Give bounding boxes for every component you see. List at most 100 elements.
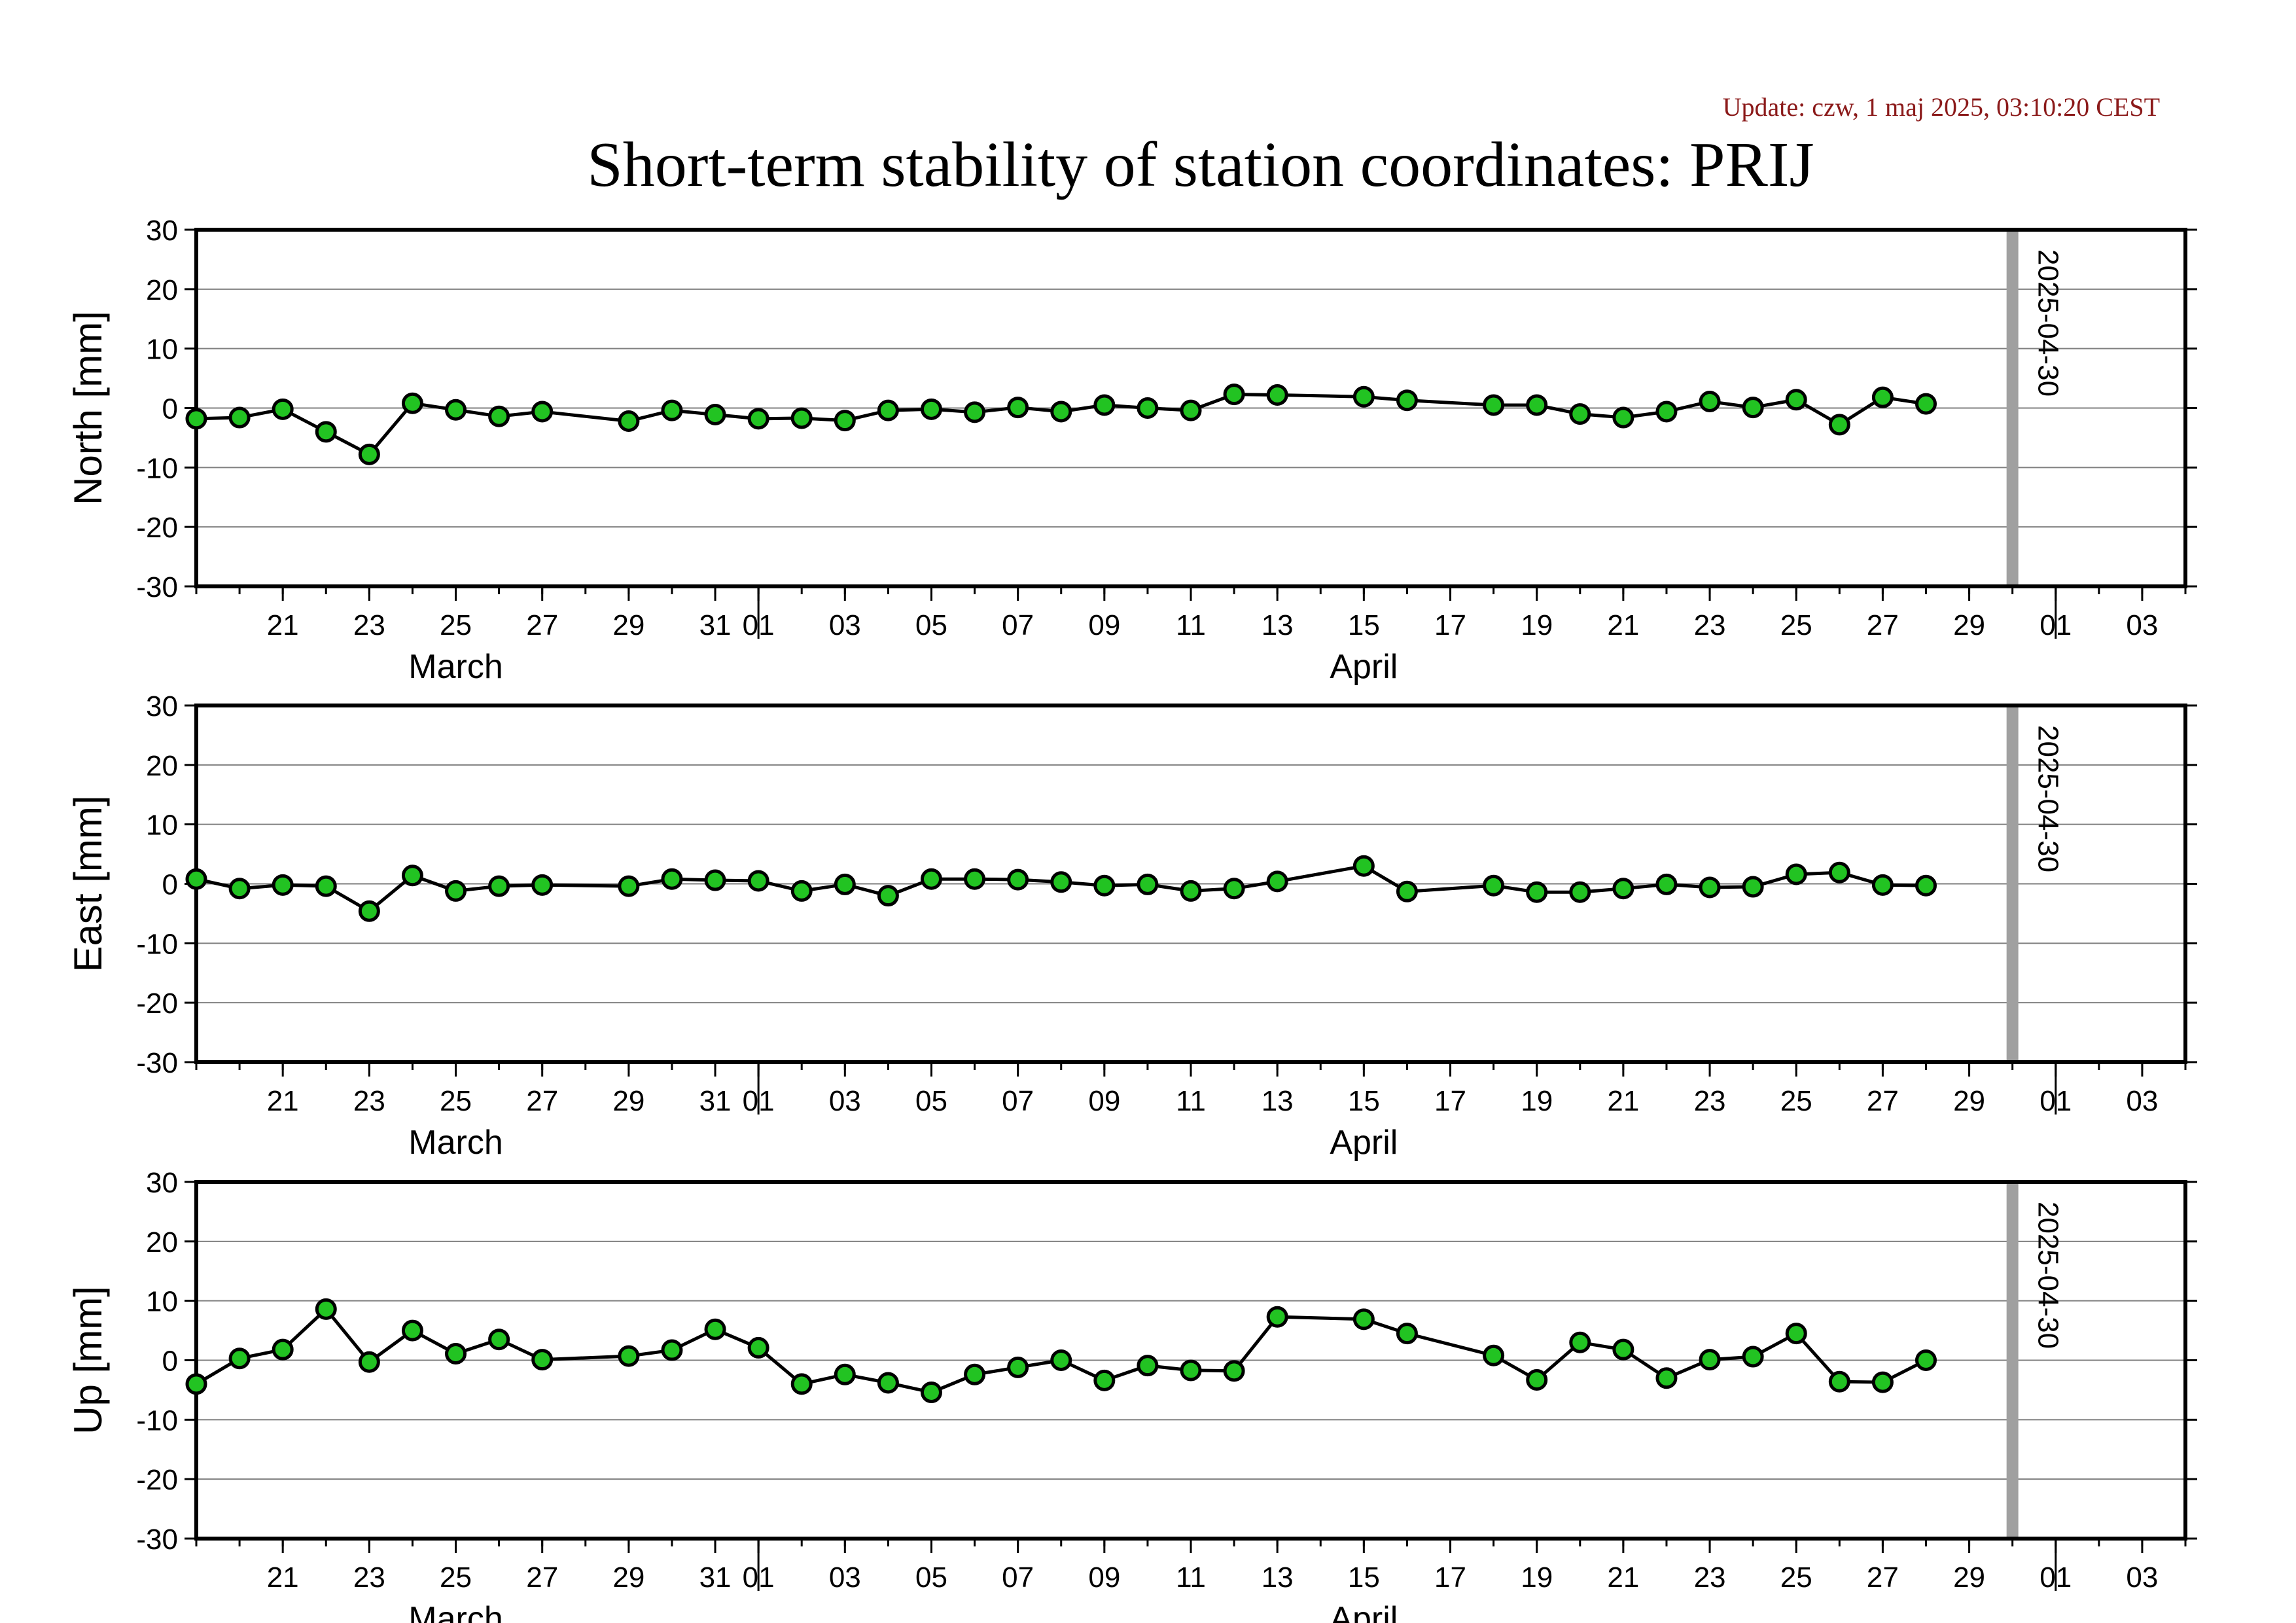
- x-tick-label: 13: [1262, 1085, 1294, 1117]
- y-tick-label: -30: [136, 1047, 178, 1079]
- x-tick-label: 11: [1176, 1085, 1206, 1117]
- x-tick-label: 25: [440, 609, 472, 641]
- x-tick-label: 21: [267, 609, 299, 641]
- data-point: [1093, 1369, 1116, 1391]
- data-point: [920, 868, 942, 890]
- data-point: [1050, 401, 1072, 423]
- data-point: [445, 880, 467, 902]
- x-tick-label: 15: [1348, 1085, 1380, 1117]
- data-point: [445, 399, 467, 421]
- x-tick-label: 31: [699, 1085, 732, 1117]
- data-point: [834, 410, 856, 432]
- x-tick-label: 09: [1088, 1085, 1120, 1117]
- data-point: [618, 875, 640, 897]
- data-point: [1569, 1331, 1591, 1353]
- x-tick-label: 21: [267, 1561, 299, 1594]
- data-point: [1180, 399, 1202, 421]
- data-point: [358, 900, 380, 922]
- x-tick-label: 23: [1694, 609, 1726, 641]
- data-point: [1266, 384, 1288, 406]
- data-point: [1785, 1323, 1807, 1345]
- data-point: [964, 1363, 986, 1385]
- data-point: [1655, 1367, 1678, 1389]
- x-tick-label: 05: [915, 1085, 947, 1117]
- data-point: [1526, 1368, 1548, 1391]
- data-point: [1785, 389, 1807, 411]
- x-tick-label: 13: [1262, 1561, 1294, 1594]
- data-point: [1915, 874, 1937, 897]
- data-point: [358, 1351, 380, 1373]
- y-tick-label: 0: [162, 869, 178, 901]
- x-tick-label: 23: [353, 609, 385, 641]
- month-label: April: [1330, 648, 1398, 686]
- y-tick-label: -20: [136, 988, 178, 1020]
- data-point: [1612, 406, 1634, 429]
- x-tick-label: 27: [526, 1561, 558, 1594]
- data-point: [1396, 389, 1418, 412]
- data-point: [1655, 401, 1678, 423]
- data-point: [661, 1339, 683, 1361]
- data-point: [661, 399, 683, 421]
- x-tick-label: 29: [1953, 1561, 1985, 1594]
- data-point: [531, 874, 554, 896]
- x-tick-label: 23: [353, 1085, 385, 1117]
- x-tick-label: 25: [1780, 1561, 1812, 1594]
- data-point: [315, 875, 337, 897]
- y-tick-label: -10: [136, 452, 178, 484]
- x-tick-label: 29: [1953, 609, 1985, 641]
- y-tick-label: 20: [146, 750, 178, 782]
- month-label: March: [408, 1124, 503, 1162]
- x-tick-label: 25: [440, 1561, 472, 1594]
- data-point: [1526, 881, 1548, 903]
- x-tick-label: 19: [1521, 609, 1553, 641]
- data-point: [531, 1349, 554, 1371]
- y-tick-label: -20: [136, 1464, 178, 1496]
- x-tick-label: 25: [1780, 609, 1812, 641]
- data-point: [1093, 874, 1116, 897]
- data-point: [488, 875, 510, 897]
- x-tick-label: 07: [1002, 609, 1034, 641]
- data-point: [1569, 403, 1591, 425]
- data-point: [1699, 876, 1721, 899]
- chart-title: Short-term stability of station coordina…: [587, 130, 1814, 200]
- x-tick-label: 31: [699, 609, 732, 641]
- data-point: [358, 443, 380, 465]
- x-tick-label: 31: [699, 1561, 732, 1594]
- y-tick-label: 20: [146, 274, 178, 306]
- data-point: [1915, 393, 1937, 415]
- y-axis-label: Up [mm]: [66, 1286, 110, 1435]
- x-tick-label: 07: [1002, 1085, 1034, 1117]
- data-point: [1137, 397, 1159, 419]
- current-date-label: 2025-04-30: [2032, 249, 2064, 397]
- x-tick-label: 25: [440, 1085, 472, 1117]
- data-point: [747, 1336, 769, 1359]
- data-point: [1483, 874, 1505, 897]
- y-tick-label: 0: [162, 1346, 178, 1378]
- current-date-label: 2025-04-30: [2032, 725, 2064, 872]
- data-point: [704, 403, 726, 425]
- data-point: [185, 868, 207, 890]
- data-point: [1828, 1370, 1850, 1393]
- x-tick-label: 03: [829, 609, 861, 641]
- data-point: [1828, 414, 1850, 436]
- data-point: [1612, 878, 1634, 900]
- x-tick-label: 29: [612, 1085, 645, 1117]
- x-tick-label: 23: [1694, 1085, 1726, 1117]
- data-point: [1742, 1346, 1764, 1368]
- data-point: [1352, 385, 1375, 408]
- x-tick-label: 19: [1521, 1561, 1553, 1594]
- data-point: [272, 398, 294, 420]
- current-date-label: 2025-04-30: [2032, 1202, 2064, 1349]
- data-point: [1828, 861, 1850, 883]
- y-axis-label: East [mm]: [66, 795, 110, 972]
- x-tick-label: 17: [1434, 1085, 1466, 1117]
- data-point: [185, 408, 207, 430]
- data-point: [747, 408, 769, 430]
- data-point: [1180, 1359, 1202, 1382]
- x-tick-label: 03: [2126, 1085, 2158, 1117]
- data-point: [704, 1318, 726, 1340]
- data-point: [964, 401, 986, 423]
